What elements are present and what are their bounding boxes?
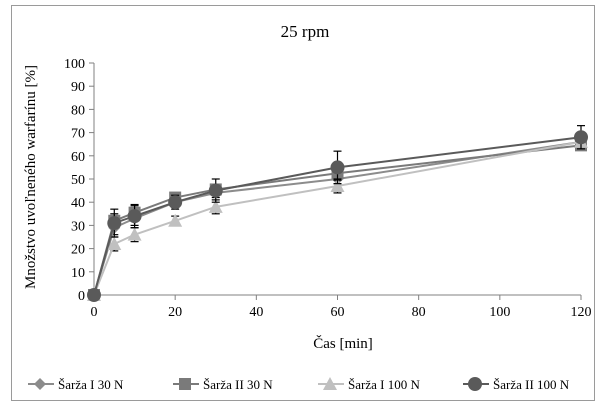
legend-label: Šarža II 100 N (493, 377, 570, 392)
x-axis-label: Čas [min] (313, 335, 373, 352)
data-point (574, 130, 588, 145)
legend-item: Šarža I 30 N (28, 377, 124, 392)
y-axis-label: Množstvo uvoľneného warfarínu [%] (23, 65, 39, 289)
x-tick-label: 40 (249, 305, 263, 320)
data-point (208, 183, 223, 198)
legend: Šarža I 30 N Šarža II 30 N Šarža I 100 N Ša… (28, 377, 570, 392)
legend-marker (323, 377, 337, 390)
y-tick-label: 20 (71, 243, 85, 258)
data-point (330, 178, 345, 192)
data-point (168, 213, 183, 227)
y-tick-label: 80 (71, 103, 85, 118)
x-tick-label: 100 (489, 305, 510, 320)
data-point (87, 288, 101, 302)
data-point (330, 160, 345, 175)
y-tick-label: 30 (71, 219, 85, 234)
axes: 0 10 20 30 40 50 60 70 80 90 100 0 20 40 60 80 100 120 (64, 57, 592, 320)
chart-title: 25 rpm (281, 22, 330, 41)
y-tick-label: 50 (71, 173, 85, 188)
data-point (127, 227, 142, 241)
data-point (107, 216, 122, 231)
data-point (168, 195, 183, 210)
y-tick-label: 40 (71, 196, 85, 211)
x-tick-label: 20 (168, 305, 182, 320)
y-tick-label: 70 (71, 127, 85, 142)
chart-frame (11, 5, 595, 401)
legend-marker (179, 378, 191, 390)
data-point (127, 209, 142, 224)
y-tick-label: 100 (64, 57, 85, 72)
data-point (107, 236, 122, 250)
legend-item: Šarža I 100 N (318, 377, 420, 392)
y-tick-label: 10 (71, 266, 85, 281)
legend-label: Šarža I 30 N (58, 377, 124, 392)
x-tick-label: 120 (571, 305, 592, 320)
x-tick-label: 0 (91, 305, 98, 320)
y-tick-label: 0 (78, 289, 85, 304)
legend-item: Šarža II 30 N (173, 377, 273, 392)
legend-item: Šarža II 100 N (463, 377, 570, 392)
legend-label: Šarža II 30 N (203, 377, 273, 392)
x-tick-label: 60 (331, 305, 345, 320)
legend-marker (34, 378, 46, 390)
y-tick-label: 60 (71, 150, 85, 165)
legend-marker (468, 377, 482, 391)
y-tick-label: 90 (71, 80, 85, 95)
x-tick-label: 80 (412, 305, 426, 320)
legend-label: Šarža I 100 N (348, 377, 420, 392)
series-layer (87, 125, 588, 302)
series-4 (87, 125, 588, 302)
data-point (208, 199, 223, 213)
